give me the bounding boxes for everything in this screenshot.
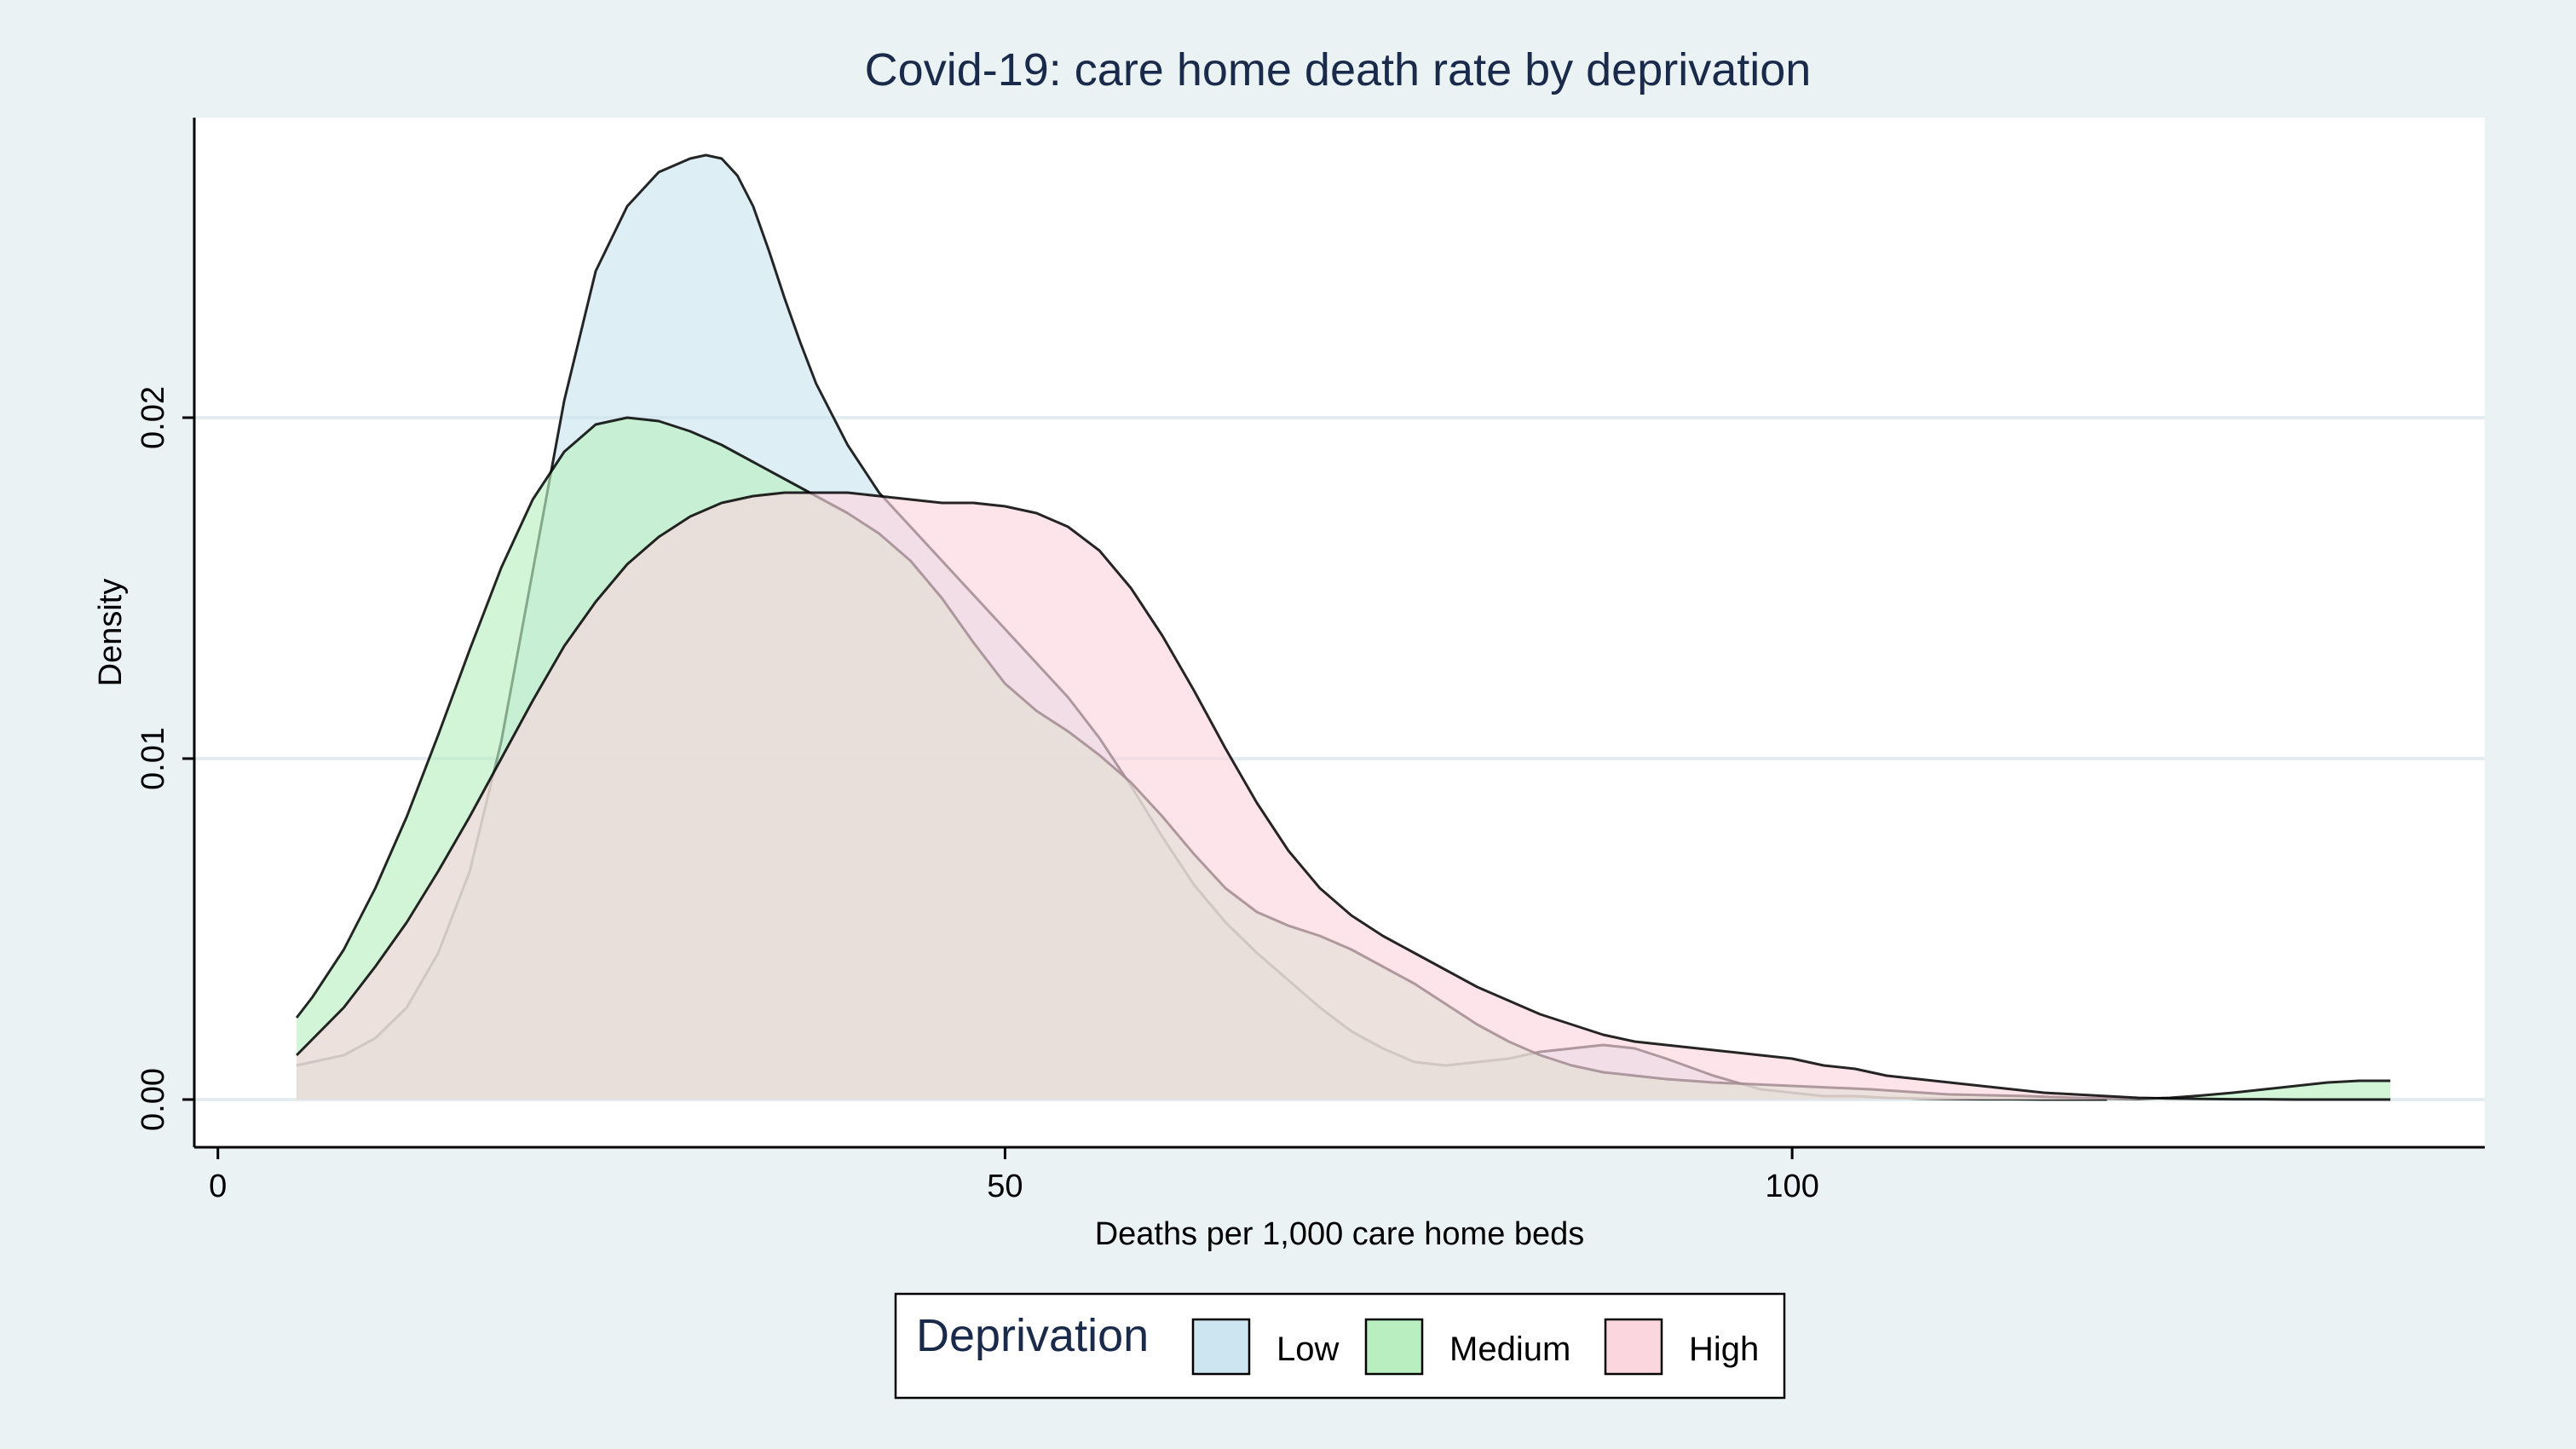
y-axis-label: Density [93, 579, 129, 687]
x-axis-label: Deaths per 1,000 care home beds [1095, 1216, 1585, 1252]
legend-label-low: Low [1276, 1331, 1339, 1368]
series-area-high [297, 493, 2391, 1100]
x-tick-label-0: 0 [209, 1169, 227, 1204]
legend-title: Deprivation [916, 1310, 1149, 1361]
legend-key-low [1191, 1318, 1251, 1376]
legend-label-medium: Medium [1449, 1331, 1570, 1368]
y-tick-label-1: 0.01 [135, 727, 171, 790]
legend-key-medium [1364, 1318, 1424, 1376]
legend-label-high: High [1689, 1331, 1759, 1368]
axes [193, 118, 2485, 1149]
x-tick-label-1: 50 [987, 1169, 1023, 1204]
density-areas [295, 153, 2391, 1101]
series-line-high [296, 491, 2391, 1101]
y-tick-label-0: 0.00 [135, 1068, 171, 1131]
legend-items: Low Medium High [1191, 1318, 1759, 1376]
y-tick-label-2: 0.02 [135, 386, 171, 449]
x-tick-label-2: 100 [1765, 1169, 1818, 1204]
legend-key-high [1604, 1318, 1663, 1376]
legend: Deprivation Low Medium High [894, 1292, 1786, 1400]
chart-title: Covid-19: care home death rate by depriv… [865, 44, 1812, 95]
ticks: 0 50 100 0.00 0.01 0.02 [135, 386, 1819, 1204]
